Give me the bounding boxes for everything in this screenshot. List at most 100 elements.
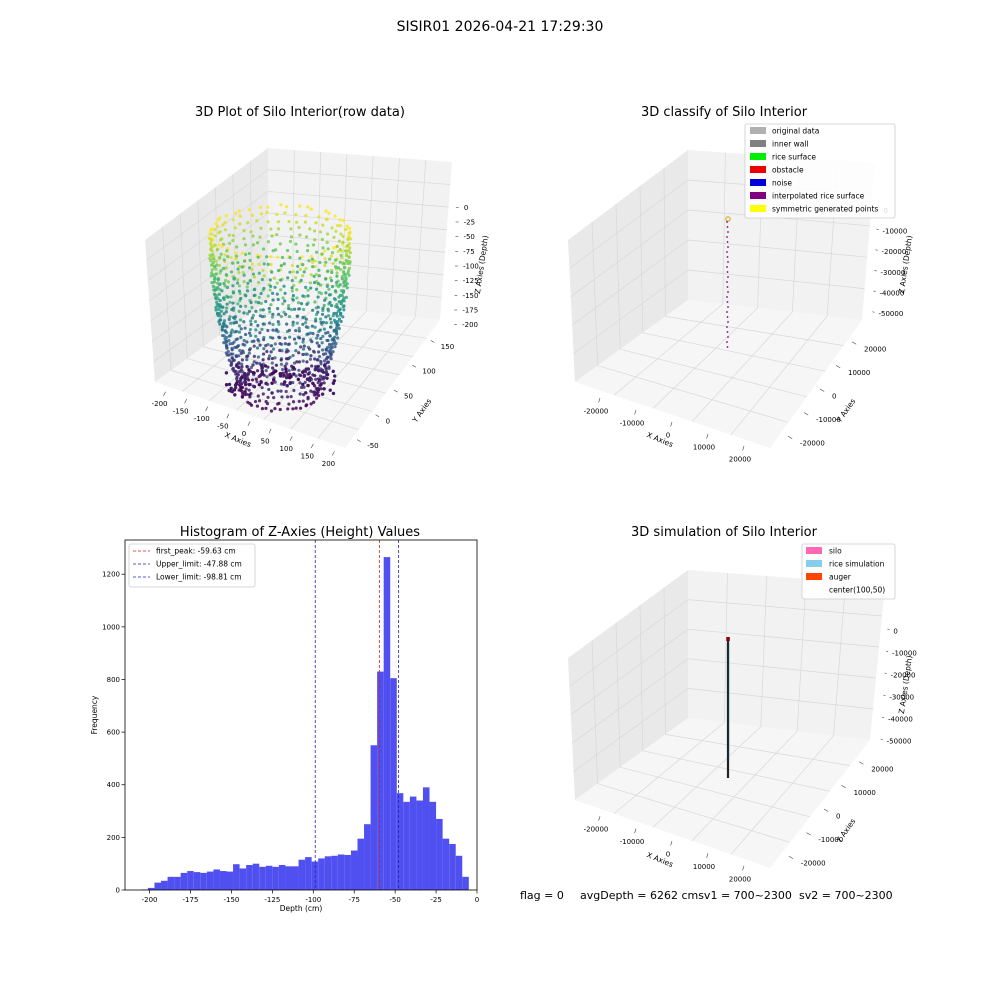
classify-3d-point (726, 316, 729, 318)
raw-3d-point (254, 300, 258, 304)
raw-3d-x-tick-label: -150 (173, 408, 189, 416)
raw-3d-gridline (267, 234, 446, 253)
raw-3d-point (322, 363, 327, 367)
raw-3d-point (232, 321, 236, 325)
raw-3d-point (329, 352, 333, 357)
raw-3d-point (295, 288, 299, 292)
classify-3d-point (726, 326, 728, 328)
histogram-bar (370, 745, 378, 890)
raw-3d-point (295, 360, 299, 364)
raw-3d-point (271, 249, 275, 253)
raw-3d-point (242, 311, 246, 315)
raw-3d-point (238, 348, 242, 353)
raw-3d-point (315, 250, 319, 254)
raw-3d-point (301, 382, 305, 387)
raw-3d-point (209, 247, 213, 251)
raw-3d-point (332, 246, 336, 250)
classify-3d-point (727, 246, 729, 248)
raw-3d-gridline (147, 191, 269, 281)
raw-3d-point (295, 270, 299, 274)
raw-3d-point (244, 294, 248, 298)
raw-3d-point (241, 342, 245, 347)
raw-3d-point (346, 271, 350, 275)
raw-3d-point (325, 376, 329, 380)
raw-3d-point (215, 263, 219, 267)
raw-3d-point (331, 381, 336, 385)
raw-3d-point (259, 212, 264, 216)
raw-3d-point (243, 243, 248, 247)
simulation-3d-x-tick-mark (706, 853, 709, 859)
classify-3d-left-pane (568, 150, 688, 382)
raw-3d-point (298, 392, 302, 396)
raw-3d-point (325, 217, 329, 221)
raw-3d-y-ticks: -50 0 50 100 150 (357, 340, 454, 450)
raw-3d-point (276, 268, 281, 273)
raw-3d-point (279, 362, 284, 366)
raw-3d-point (236, 302, 240, 306)
simulation-3d-legend: silo rice simulation auger center(100,50) (801, 543, 896, 600)
histogram-bar (147, 887, 155, 890)
raw-3d-point (286, 276, 290, 280)
raw-3d-point (221, 266, 226, 270)
classify-3d-point (727, 306, 729, 308)
raw-3d-point (283, 364, 287, 368)
raw-3d-point (304, 214, 308, 218)
raw-3d-point (310, 324, 314, 328)
simulation-3d-z-tick-label: 0 (893, 628, 897, 636)
raw-3d-point (231, 284, 235, 288)
raw-3d-point (329, 254, 334, 258)
raw-3d-point (284, 375, 289, 380)
raw-3d-point (265, 210, 269, 214)
raw-3d-point (320, 392, 325, 396)
raw-3d-point (287, 219, 291, 224)
simulation-3d-z-tick-label: -50000 (887, 738, 912, 746)
raw-3d-point (275, 292, 279, 296)
simulation-3d-x-tick-label: -20000 (584, 826, 609, 834)
raw-3d-point (245, 285, 249, 289)
raw-3d-point (211, 252, 215, 257)
simulation-3d-legend-label: rice simulation (829, 560, 885, 569)
raw-3d-point (341, 315, 345, 319)
raw-3d-point (249, 319, 253, 323)
raw-3d-point (316, 368, 321, 373)
raw-3d-point (298, 373, 303, 378)
raw-3d-point (341, 290, 345, 294)
raw-3d-point (213, 288, 217, 292)
raw-3d-point (331, 369, 335, 374)
classify-3d-point (727, 321, 729, 323)
classify-3d-y-tick-mark (835, 365, 841, 369)
simulation-auger-marker (726, 637, 730, 641)
raw-3d-point (339, 311, 343, 316)
classify-3d-gridline (615, 203, 621, 350)
histogram-bar (272, 866, 279, 890)
raw-3d-point (237, 330, 242, 334)
raw-3d-point (312, 349, 316, 353)
raw-3d-point (287, 402, 291, 406)
raw-3d-gridline (219, 334, 400, 376)
raw-3d-point (252, 371, 256, 375)
raw-3d-point (286, 349, 290, 353)
raw-3d-point (259, 308, 263, 312)
simulation-3d-legend-label: center(100,50) (829, 586, 885, 595)
classify-3d-point (726, 341, 728, 343)
raw-3d-point (224, 214, 228, 218)
raw-3d-point (329, 276, 333, 280)
raw-3d-point (242, 229, 246, 233)
raw-3d-point (326, 360, 330, 364)
raw-3d-point (255, 346, 260, 350)
classify-3d-gridline (687, 239, 868, 258)
raw-3d-point (318, 230, 323, 234)
raw-3d-point (324, 366, 328, 370)
classify-3d-y-tick-mark (819, 388, 825, 392)
raw-3d-point (249, 365, 254, 370)
raw-3d-y-tick-label: 0 (386, 417, 390, 425)
raw-3d-point (211, 284, 215, 288)
raw-3d-point (268, 310, 272, 314)
classify-3d-gridline (570, 209, 689, 298)
histogram-bar (213, 869, 220, 890)
raw-3d-point (318, 328, 322, 332)
raw-3d-point (214, 305, 218, 310)
simulation-3d-gridline (569, 599, 689, 687)
raw-3d-point (266, 240, 270, 244)
simulation-3d-legend-swatch (806, 573, 822, 580)
